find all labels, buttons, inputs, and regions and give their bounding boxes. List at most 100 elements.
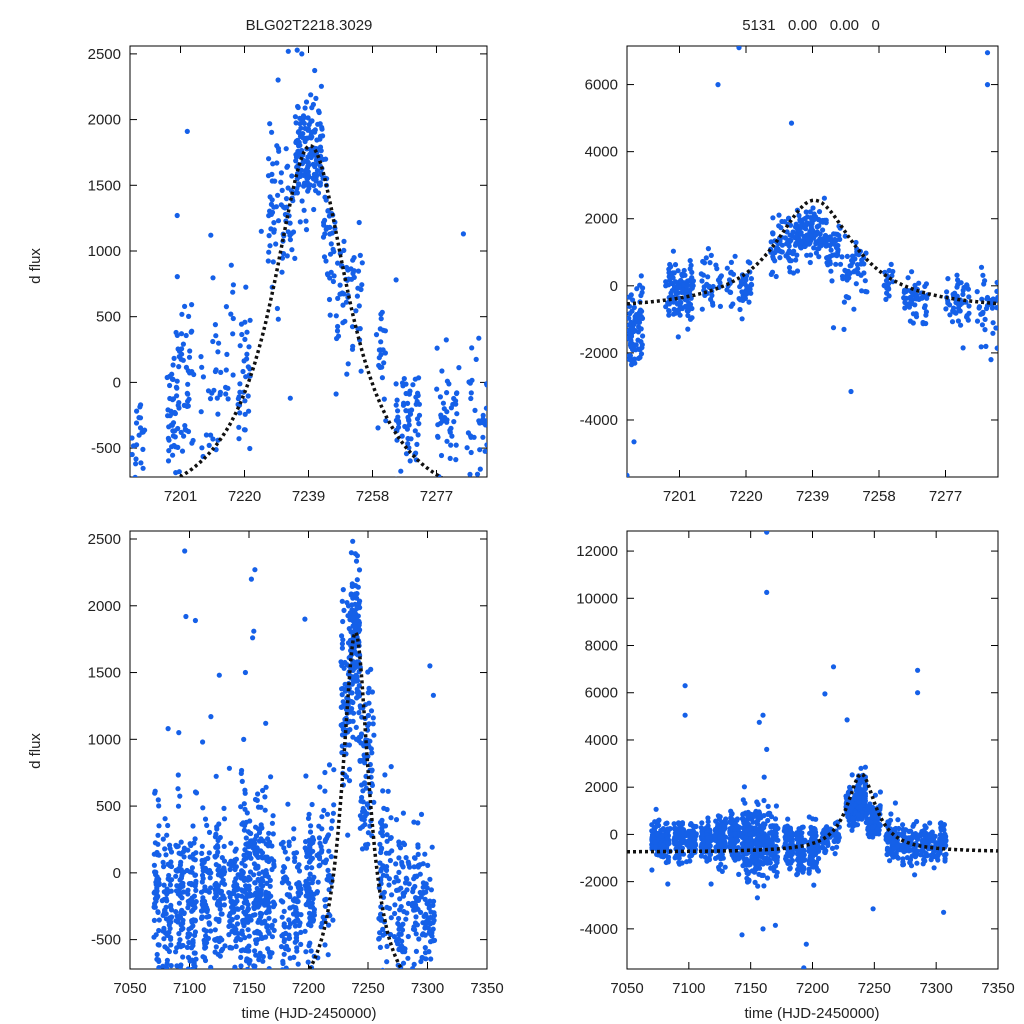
data-point bbox=[844, 253, 851, 259]
data-point bbox=[396, 869, 402, 876]
data-point bbox=[774, 837, 780, 843]
data-point bbox=[292, 855, 298, 861]
data-point bbox=[728, 832, 734, 838]
data-point bbox=[256, 954, 262, 961]
data-point bbox=[193, 880, 199, 887]
data-point bbox=[689, 275, 695, 281]
data-point bbox=[225, 396, 231, 402]
data-point bbox=[673, 287, 679, 293]
data-point bbox=[216, 902, 222, 908]
data-point bbox=[914, 818, 920, 825]
data-point bbox=[755, 826, 762, 832]
data-point bbox=[156, 927, 162, 934]
data-point bbox=[262, 854, 268, 860]
data-point bbox=[287, 885, 294, 891]
data-point bbox=[176, 941, 182, 947]
data-point bbox=[187, 869, 193, 875]
y-tick-label: 0 bbox=[113, 374, 121, 391]
data-point bbox=[217, 1014, 222, 1019]
data-point bbox=[812, 827, 818, 833]
data-point bbox=[815, 246, 821, 252]
data-point bbox=[423, 918, 429, 925]
data-point bbox=[786, 265, 793, 271]
data-point bbox=[413, 914, 419, 920]
data-point bbox=[752, 810, 758, 816]
data-point bbox=[185, 847, 191, 853]
data-point bbox=[756, 862, 762, 868]
data-point bbox=[360, 805, 366, 812]
data-point bbox=[340, 618, 346, 625]
x-tick-label: 7250 bbox=[858, 980, 891, 997]
data-point bbox=[305, 188, 311, 194]
data-point bbox=[326, 296, 333, 303]
y-tick-label: 1000 bbox=[88, 731, 121, 748]
x-tick-label: 7200 bbox=[292, 980, 325, 997]
data-point bbox=[366, 685, 372, 692]
y-tick-label: -4000 bbox=[580, 412, 618, 429]
data-point bbox=[384, 838, 390, 844]
data-point bbox=[356, 693, 363, 699]
data-point bbox=[177, 937, 183, 943]
data-point bbox=[994, 345, 998, 351]
data-point bbox=[179, 346, 185, 352]
x-tick-label: 7220 bbox=[228, 488, 261, 505]
data-point bbox=[184, 944, 190, 951]
data-point bbox=[136, 432, 142, 438]
data-point bbox=[173, 384, 179, 390]
data-point bbox=[287, 395, 293, 401]
data-point bbox=[178, 839, 184, 845]
data-point bbox=[356, 303, 362, 309]
data-point bbox=[960, 291, 966, 297]
data-point bbox=[730, 301, 736, 307]
data-point bbox=[862, 278, 868, 284]
data-point bbox=[266, 156, 272, 162]
data-point bbox=[395, 878, 401, 884]
data-point bbox=[378, 849, 384, 856]
data-point bbox=[827, 242, 833, 249]
data-point bbox=[359, 846, 366, 852]
y-tick-label: 2500 bbox=[88, 531, 121, 548]
data-point bbox=[431, 917, 437, 924]
data-point bbox=[267, 993, 272, 998]
data-point bbox=[215, 411, 221, 417]
data-point bbox=[174, 883, 180, 889]
data-point bbox=[813, 232, 819, 238]
y-tick-label: 12000 bbox=[576, 543, 618, 560]
data-point bbox=[691, 824, 697, 830]
data-point bbox=[208, 885, 214, 891]
data-point bbox=[228, 840, 234, 846]
data-point bbox=[152, 901, 158, 907]
data-point bbox=[690, 831, 696, 837]
data-point bbox=[238, 948, 244, 954]
data-point bbox=[715, 813, 722, 819]
data-point bbox=[303, 949, 309, 955]
data-point bbox=[649, 828, 655, 834]
data-point bbox=[850, 815, 856, 822]
data-point bbox=[234, 914, 241, 920]
data-point bbox=[402, 880, 409, 886]
data-point bbox=[734, 823, 740, 829]
data-point bbox=[214, 395, 220, 401]
data-point bbox=[847, 784, 853, 790]
data-point bbox=[702, 854, 709, 860]
data-point bbox=[257, 950, 263, 956]
data-point bbox=[237, 381, 243, 387]
x-tick-label: 7201 bbox=[164, 488, 197, 505]
data-point bbox=[365, 690, 371, 696]
data-point bbox=[193, 887, 199, 894]
data-point bbox=[737, 284, 743, 290]
data-point bbox=[424, 901, 430, 907]
data-point bbox=[282, 849, 288, 855]
data-point bbox=[437, 394, 443, 400]
data-point bbox=[198, 889, 205, 895]
data-point bbox=[354, 293, 360, 299]
data-point bbox=[784, 229, 790, 235]
data-point bbox=[787, 866, 793, 872]
data-point bbox=[743, 859, 750, 865]
data-point bbox=[628, 344, 634, 350]
data-point bbox=[213, 971, 218, 976]
data-point bbox=[233, 943, 239, 950]
data-point bbox=[400, 864, 406, 870]
outlier-point bbox=[841, 326, 847, 332]
data-point bbox=[418, 811, 425, 818]
